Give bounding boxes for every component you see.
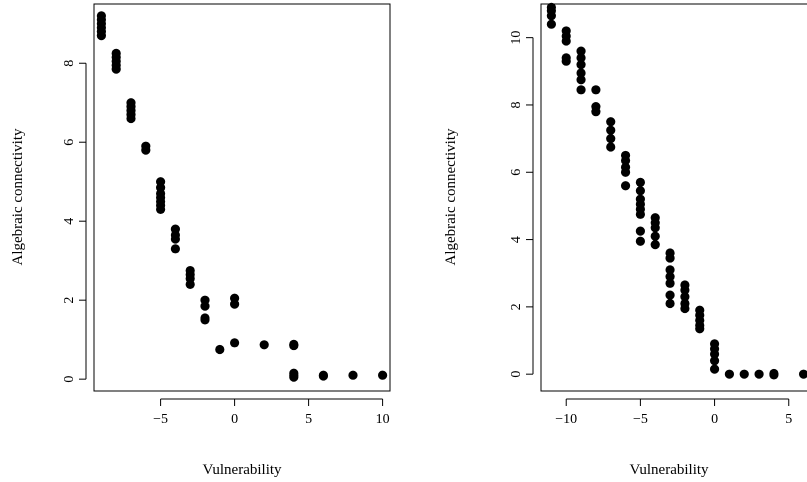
data-point xyxy=(635,186,645,196)
data-point xyxy=(635,236,645,246)
data-point xyxy=(665,253,675,263)
data-point xyxy=(230,338,240,348)
x-tick-label: −5 xyxy=(153,412,168,427)
y-tick-label: 8 xyxy=(62,60,77,67)
y-tick-label: 10 xyxy=(509,31,524,45)
data-point xyxy=(620,181,631,191)
data-point xyxy=(665,290,675,300)
y-tick-label: 8 xyxy=(509,101,524,108)
data-point xyxy=(606,125,616,135)
data-point xyxy=(576,53,586,63)
y-tick-label: 4 xyxy=(509,236,524,243)
data-point xyxy=(665,298,675,309)
x-tick-label: 10 xyxy=(376,412,390,427)
x-tick-label: 0 xyxy=(711,412,718,427)
data-point xyxy=(289,372,299,382)
data-point xyxy=(289,340,299,351)
x-tick-label: 0 xyxy=(231,412,238,427)
x-tick-label: −10 xyxy=(555,412,577,427)
data-point xyxy=(170,234,180,244)
data-point xyxy=(724,369,735,379)
data-point xyxy=(200,315,210,325)
data-point xyxy=(665,265,675,275)
data-point xyxy=(561,56,571,66)
data-point xyxy=(378,370,388,380)
data-point xyxy=(650,231,660,241)
data-point xyxy=(709,356,720,366)
data-point xyxy=(200,301,210,311)
data-point xyxy=(546,19,556,29)
data-point xyxy=(650,223,660,233)
data-point xyxy=(635,209,645,219)
data-point xyxy=(96,30,106,41)
data-point xyxy=(680,285,690,295)
data-point xyxy=(348,370,358,380)
y-tick-label: 2 xyxy=(509,303,524,310)
plot-frame-right xyxy=(540,3,807,392)
y-axis-label-right: Algebraic connectivity xyxy=(443,128,459,266)
data-point xyxy=(769,370,779,380)
data-point xyxy=(546,11,556,21)
data-point xyxy=(680,303,690,314)
data-point xyxy=(318,371,328,381)
x-tick-label: 5 xyxy=(305,412,312,427)
data-point xyxy=(141,145,151,155)
data-point xyxy=(259,340,269,350)
data-point xyxy=(156,204,166,214)
x-tick-label: −5 xyxy=(633,412,648,427)
data-point xyxy=(111,64,121,74)
data-point xyxy=(665,278,675,288)
data-point xyxy=(754,369,764,379)
data-point xyxy=(665,271,675,282)
data-point xyxy=(695,324,705,334)
data-point xyxy=(635,177,645,187)
y-tick-label: 6 xyxy=(509,169,524,176)
data-point xyxy=(576,68,586,78)
y-tick-label: 0 xyxy=(509,371,524,378)
data-point xyxy=(591,107,601,117)
plot-right: −10 −5 0 5 0 2 4 6 8 10 Vulnerability Algebraic c… xyxy=(443,2,807,478)
y-tick-label: 0 xyxy=(62,376,77,383)
data-point xyxy=(606,134,616,144)
data-point xyxy=(650,240,660,250)
data-point xyxy=(170,244,180,254)
plot-frame-left xyxy=(93,3,391,392)
y-tick-label: 6 xyxy=(62,139,77,146)
data-point xyxy=(709,364,720,374)
data-point xyxy=(576,85,586,95)
y-axis-label-left: Algebraic connectivity xyxy=(10,128,26,266)
data-point xyxy=(709,349,720,359)
data-point xyxy=(606,117,616,127)
data-point xyxy=(635,226,645,236)
data-point xyxy=(739,369,749,379)
plot-left: −5 0 5 10 0 2 4 6 8 Vulnerability Algebraic conn… xyxy=(10,3,391,478)
x-axis-label-left: Vulnerability xyxy=(202,462,282,478)
axes-right: −10 −5 0 5 0 2 4 6 8 10 xyxy=(509,31,792,427)
data-point xyxy=(620,155,631,166)
y-tick-label: 4 xyxy=(62,218,77,225)
data-point xyxy=(230,299,240,309)
data-point xyxy=(620,167,631,177)
data-point xyxy=(798,369,807,379)
data-point xyxy=(576,46,586,56)
points-right xyxy=(546,2,807,380)
data-point xyxy=(185,279,195,289)
x-axis-label-right: Vulnerability xyxy=(629,462,709,478)
y-tick-label: 2 xyxy=(62,297,77,304)
data-point xyxy=(561,36,571,46)
data-point xyxy=(576,75,586,85)
data-point xyxy=(606,142,616,152)
axes-left: −5 0 5 10 0 2 4 6 8 xyxy=(62,60,389,427)
data-point xyxy=(680,292,690,302)
data-point xyxy=(591,85,601,95)
data-point xyxy=(576,59,586,70)
x-tick-label: 5 xyxy=(785,412,792,427)
points-left xyxy=(96,11,388,382)
data-point xyxy=(215,344,225,355)
data-point xyxy=(126,113,136,124)
